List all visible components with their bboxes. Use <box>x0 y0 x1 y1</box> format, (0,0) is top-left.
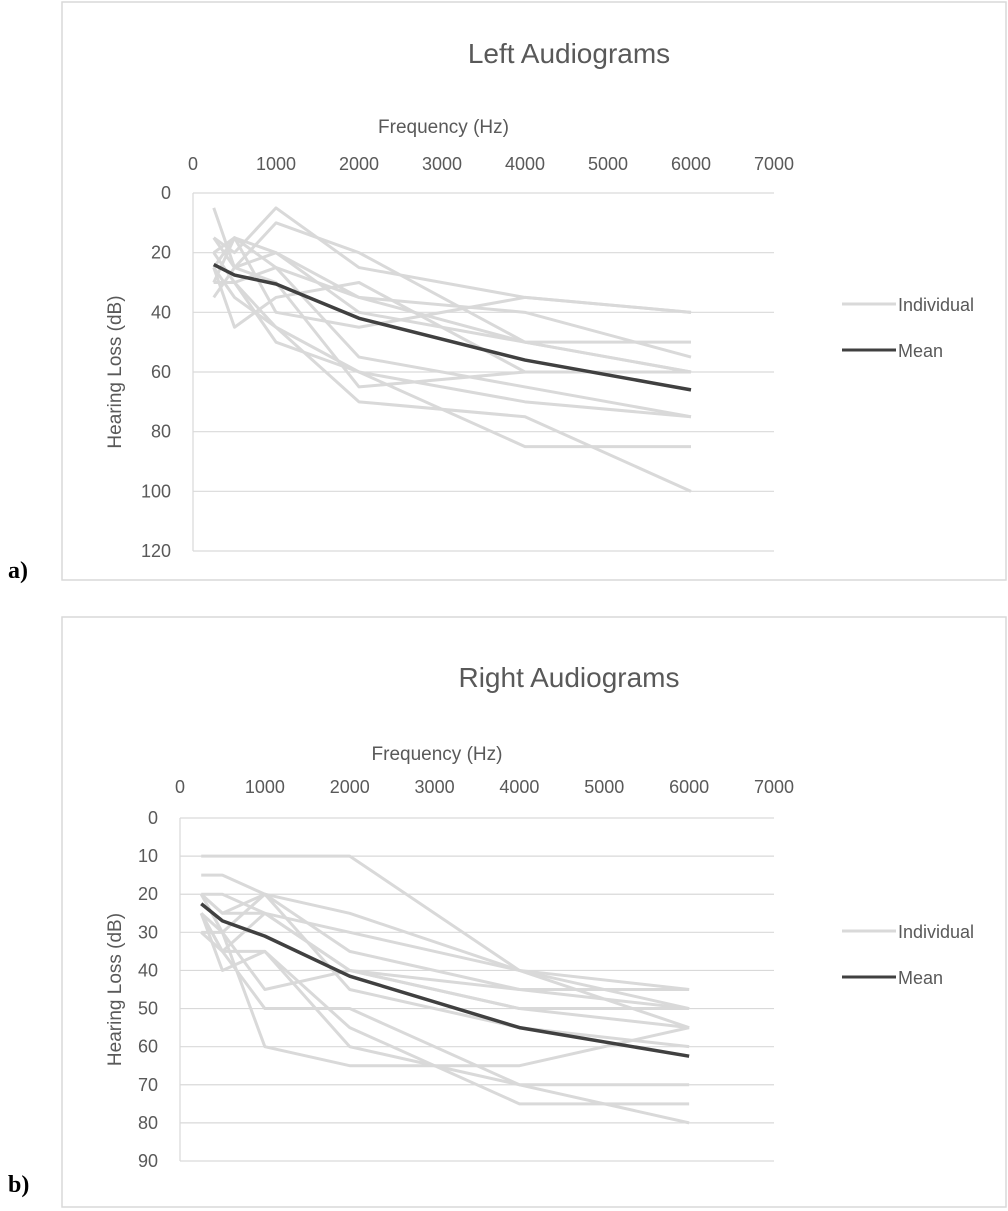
x-tick-label: 3000 <box>422 154 462 174</box>
chart-frame <box>61 1 1007 581</box>
y-tick-label: 20 <box>138 884 158 904</box>
x-tick-label: 1000 <box>256 154 296 174</box>
individual-series-line <box>213 266 692 374</box>
individual-series-line <box>212 236 691 389</box>
legend-label: Individual <box>898 295 974 315</box>
individual-series-line <box>199 893 690 1068</box>
x-tick-label: 6000 <box>671 154 711 174</box>
y-tick-label: 40 <box>138 960 158 980</box>
y-tick-label: 20 <box>151 243 171 263</box>
y-tick-label: 30 <box>138 922 158 942</box>
individual-series-line <box>199 912 690 1087</box>
y-tick-label: 0 <box>161 183 171 203</box>
x-tick-label: 2000 <box>339 154 379 174</box>
x-tick-label: 5000 <box>588 154 628 174</box>
x-axis-title: Frequency (Hz) <box>378 117 509 138</box>
individual-series-line <box>212 266 692 419</box>
y-tick-label: 80 <box>151 422 171 442</box>
panel-label-a: a) <box>8 558 28 584</box>
x-tick-label: 7000 <box>754 154 794 174</box>
individual-series-line <box>212 251 691 449</box>
chart-title: Right Audiograms <box>458 662 679 693</box>
chart-left: Left Audiograms Frequency (Hz) Hearing Los… <box>61 1 1007 581</box>
chart-right: Right Audiograms Frequency (Hz) Hearing Lo… <box>61 616 1007 1208</box>
chart-frame <box>61 616 1007 1208</box>
y-tick-label: 70 <box>138 1075 158 1095</box>
x-tick-label: 1000 <box>245 777 285 797</box>
y-tick-label: 80 <box>138 1113 158 1133</box>
legend-label: Mean <box>898 341 943 361</box>
y-tick-label: 60 <box>138 1037 158 1057</box>
x-tick-label: 6000 <box>669 777 709 797</box>
mean-series-line <box>212 263 692 392</box>
individual-series-line <box>200 931 690 1125</box>
individual-series-line <box>212 236 692 329</box>
individual-series-line <box>201 873 690 1011</box>
chart-title: Left Audiograms <box>468 38 670 69</box>
individual-series-line <box>199 912 690 1106</box>
y-tick-label: 120 <box>141 541 171 561</box>
panel-label-b: b) <box>8 1172 30 1198</box>
y-axis-title: Hearing Loss (dB) <box>105 295 126 448</box>
x-tick-label: 2000 <box>330 777 370 797</box>
y-tick-label: 40 <box>151 302 171 322</box>
x-tick-label: 7000 <box>754 777 794 797</box>
individual-series-line <box>200 893 690 1030</box>
x-tick-label: 0 <box>188 154 198 174</box>
x-tick-label: 3000 <box>415 777 455 797</box>
y-tick-label: 90 <box>138 1151 158 1171</box>
x-tick-label: 5000 <box>584 777 624 797</box>
y-tick-label: 0 <box>148 808 158 828</box>
y-tick-label: 50 <box>138 999 158 1019</box>
y-tick-label: 10 <box>138 846 158 866</box>
individual-series-line <box>201 930 690 1011</box>
x-axis-title: Frequency (Hz) <box>372 744 503 765</box>
x-tick-label: 0 <box>175 777 185 797</box>
legend-label: Individual <box>898 922 974 942</box>
y-axis-title: Hearing Loss (dB) <box>105 913 126 1066</box>
x-tick-label: 4000 <box>505 154 545 174</box>
mean-series-line <box>200 902 690 1058</box>
y-tick-label: 60 <box>151 362 171 382</box>
legend-label: Mean <box>898 968 943 988</box>
y-tick-label: 100 <box>141 481 171 501</box>
individual-series-line <box>201 854 690 1030</box>
x-tick-label: 4000 <box>499 777 539 797</box>
